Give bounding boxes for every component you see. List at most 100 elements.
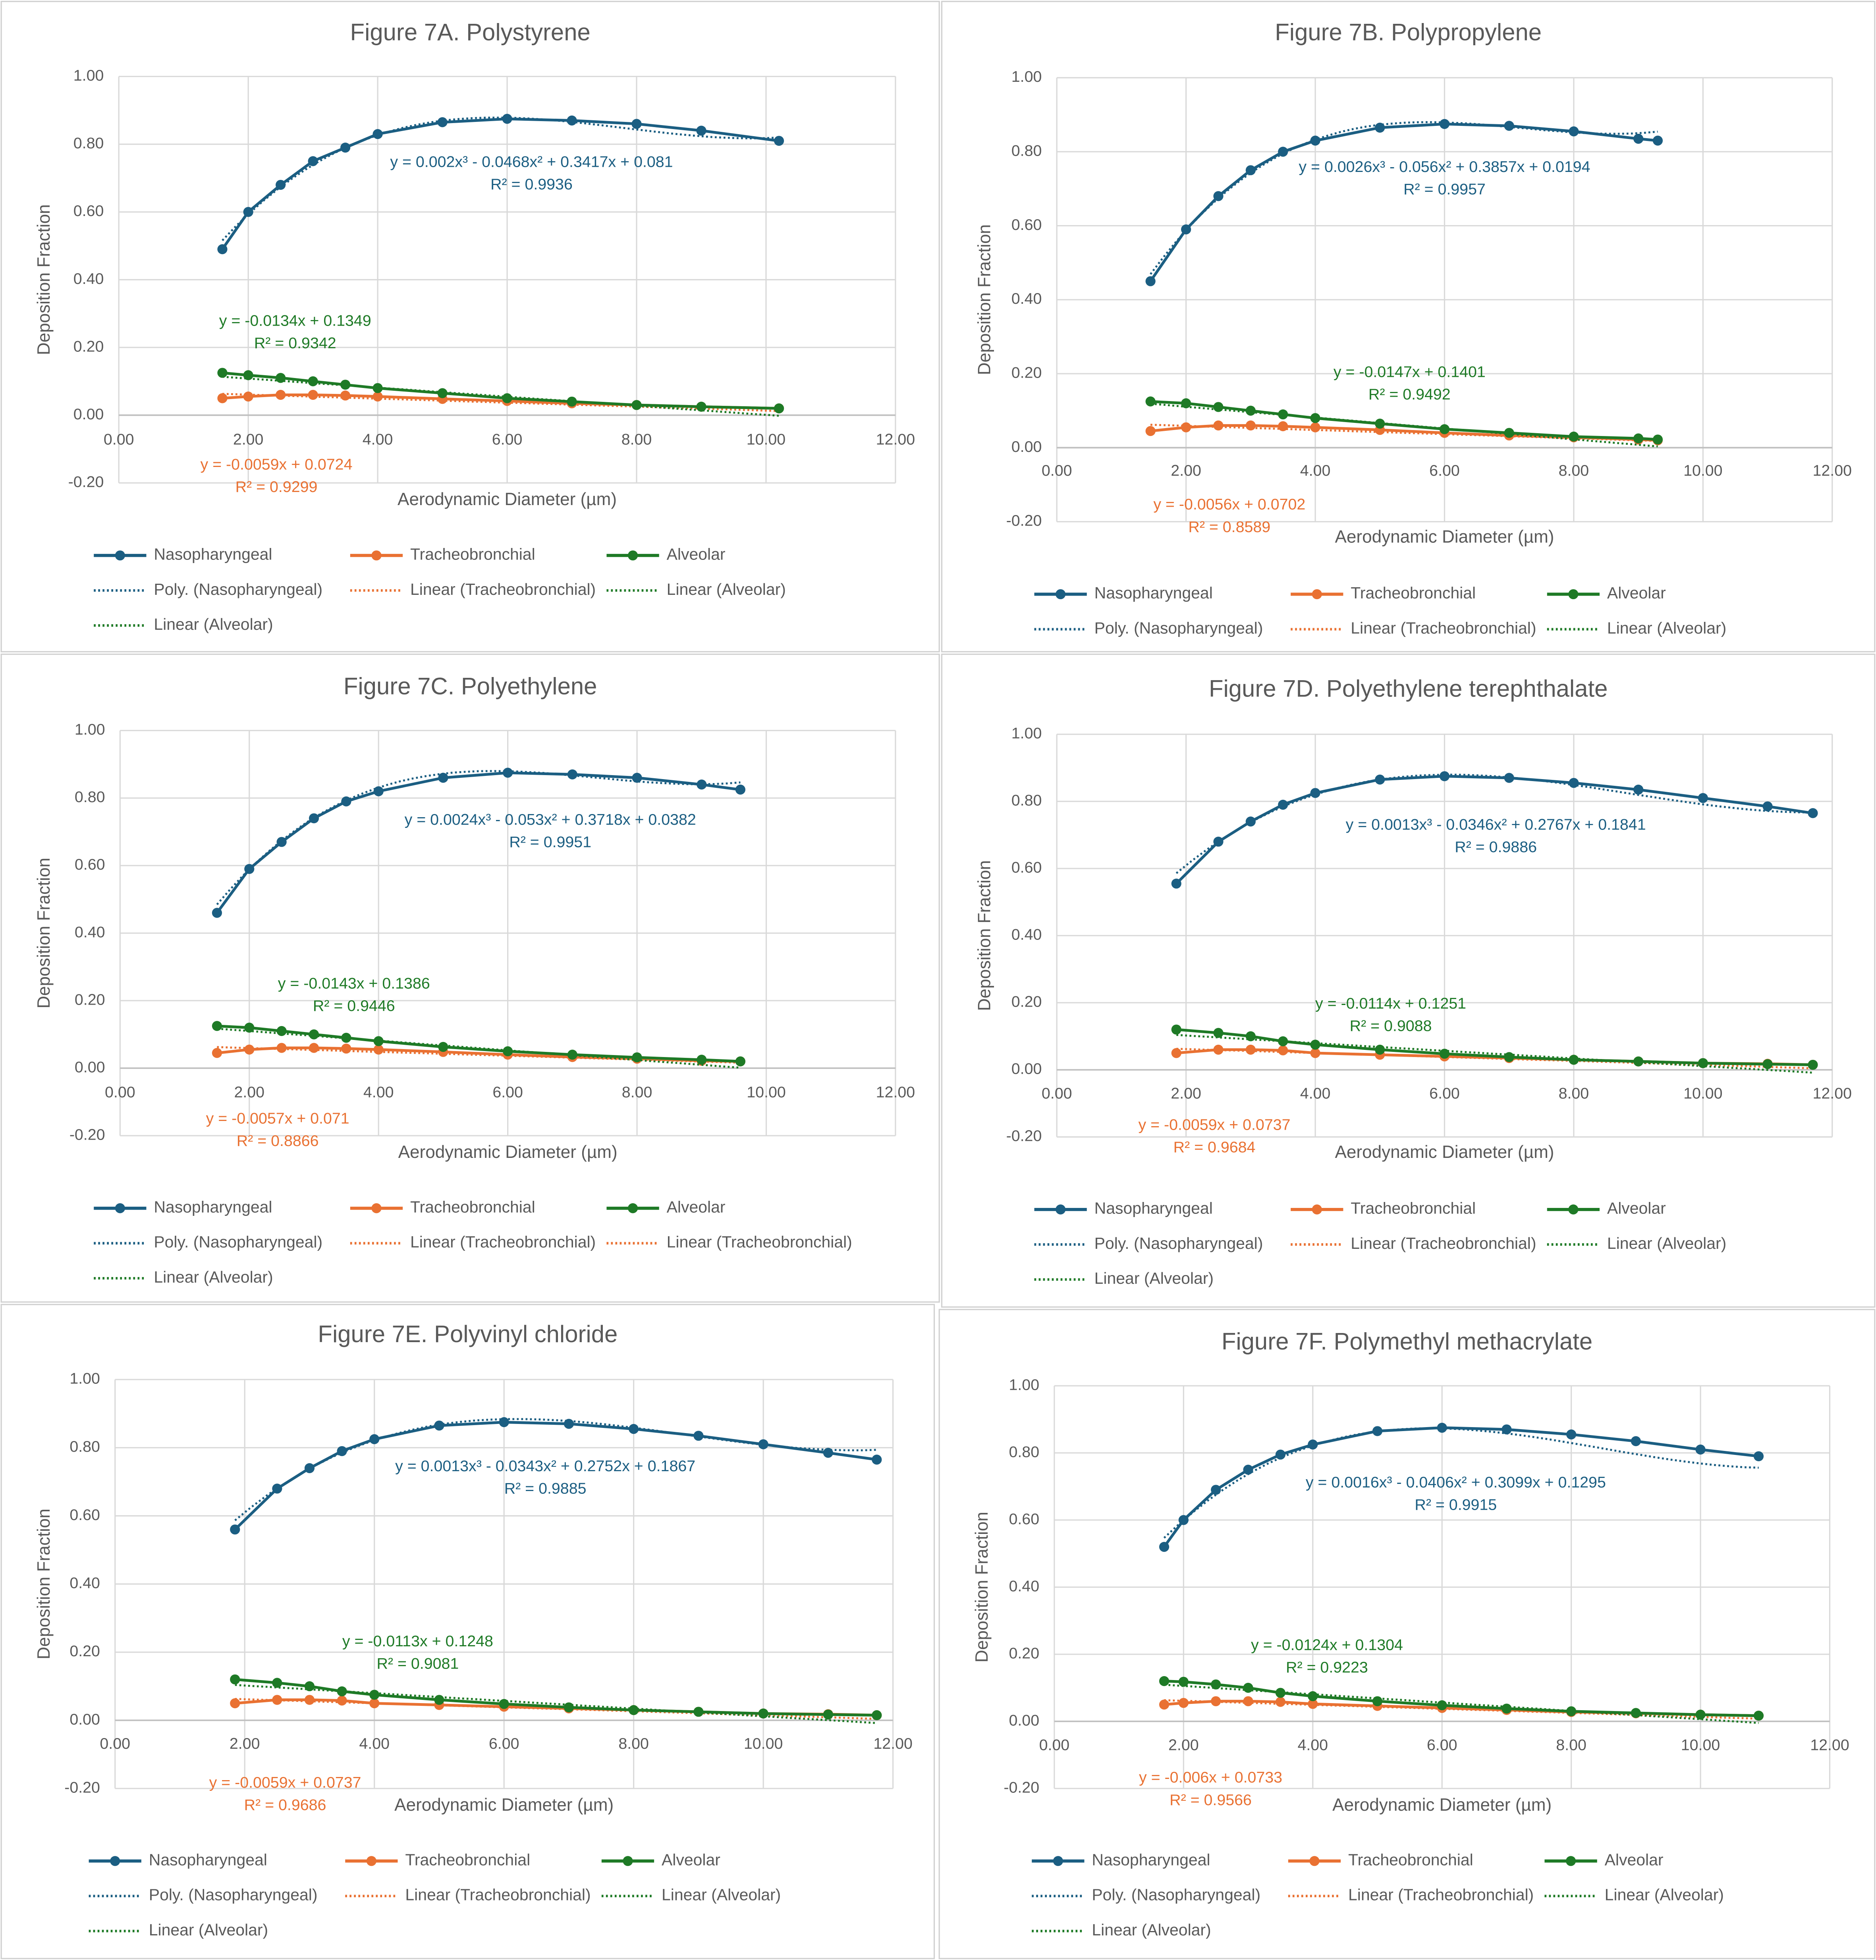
y-tick-label: 0.20	[1011, 993, 1042, 1011]
x-tick-label: 8.00	[1559, 462, 1589, 479]
legend-marker-icon	[1053, 1856, 1063, 1866]
legend-item-linear-alveolar[interactable]: Linear (Alveolar)	[1547, 619, 1727, 637]
x-tick-label: 10.00	[747, 1083, 786, 1101]
legend-item-nasopharyngeal[interactable]: Nasopharyngeal	[94, 545, 272, 563]
data-point-alveolar	[337, 1686, 347, 1697]
legend-item-linear-tracheobronchial[interactable]: Linear (Tracheobronchial)	[606, 1233, 852, 1251]
x-tick-label: 10.00	[1683, 1085, 1723, 1102]
y-tick-label: -0.20	[1004, 1779, 1039, 1796]
data-point-nasopharyngeal	[438, 773, 448, 783]
legend-item-linear-alveolar[interactable]: Linear (Alveolar)	[1034, 1269, 1214, 1287]
data-point-nasopharyngeal	[1698, 793, 1708, 803]
legend-item-linear-alveolar[interactable]: Linear (Alveolar)	[94, 615, 273, 633]
legend-item-poly-nasopharyngeal[interactable]: Poly. (Nasopharyngeal)	[1032, 1886, 1260, 1904]
y-axis-title: Deposition Fraction	[34, 858, 54, 1009]
legend-item-alveolar[interactable]: Alveolar	[601, 1851, 720, 1869]
data-point-alveolar	[693, 1707, 704, 1717]
legend-item-tracheobronchial[interactable]: Tracheobronchial	[345, 1851, 530, 1869]
legend-item-nasopharyngeal[interactable]: Nasopharyngeal	[1034, 584, 1213, 602]
legend-label: Alveolar	[1607, 1199, 1666, 1217]
x-axis-title: Aerodynamic Diameter (µm)	[398, 490, 617, 509]
data-point-tracheobronchial	[309, 1043, 319, 1053]
legend-item-nasopharyngeal[interactable]: Nasopharyngeal	[89, 1851, 267, 1869]
data-point-tracheobronchial	[304, 1695, 315, 1705]
data-point-alveolar	[564, 1702, 574, 1713]
trend-r2-alveolar: R² = 0.9342	[254, 334, 336, 352]
legend-item-linear-tracheobronchial[interactable]: Linear (Tracheobronchial)	[345, 1886, 591, 1904]
legend-item-linear-tracheobronchial[interactable]: Linear (Tracheobronchial)	[1291, 619, 1536, 637]
data-point-nasopharyngeal	[1375, 774, 1385, 785]
data-point-nasopharyngeal	[1762, 801, 1773, 812]
legend-label: Linear (Alveolar)	[149, 1921, 268, 1939]
data-point-nasopharyngeal	[1808, 808, 1818, 818]
data-point-alveolar	[372, 383, 383, 393]
legend-item-alveolar[interactable]: Alveolar	[606, 545, 726, 563]
legend-item-poly-nasopharyngeal[interactable]: Poly. (Nasopharyngeal)	[1034, 619, 1263, 637]
data-point-alveolar	[758, 1708, 768, 1719]
data-point-nasopharyngeal	[1633, 784, 1644, 795]
legend-item-tracheobronchial[interactable]: Tracheobronchial	[1288, 1851, 1473, 1869]
data-point-nasopharyngeal	[631, 119, 642, 129]
data-point-nasopharyngeal	[697, 779, 707, 790]
legend-item-poly-nasopharyngeal[interactable]: Poly. (Nasopharyngeal)	[89, 1886, 318, 1904]
legend-item-linear-tracheobronchial[interactable]: Linear (Tracheobronchial)	[1291, 1234, 1536, 1252]
x-tick-label: 0.00	[104, 430, 134, 448]
legend-item-tracheobronchial[interactable]: Tracheobronchial	[350, 545, 535, 563]
trend-equation-alveolar: y = -0.0134x + 0.1349	[219, 312, 371, 329]
legend-label: Linear (Tracheobronchial)	[410, 580, 596, 598]
legend-item-linear-alveolar[interactable]: Linear (Alveolar)	[94, 1268, 273, 1286]
data-point-tracheobronchial	[272, 1695, 282, 1705]
legend-item-linear-alveolar[interactable]: Linear (Alveolar)	[1032, 1921, 1211, 1939]
data-point-nasopharyngeal	[693, 1431, 704, 1441]
legend-label: Poly. (Nasopharyngeal)	[1094, 619, 1263, 637]
legend-item-tracheobronchial[interactable]: Tracheobronchial	[1291, 1199, 1476, 1217]
legend-item-alveolar[interactable]: Alveolar	[606, 1198, 726, 1216]
legend-marker-icon	[371, 550, 382, 561]
data-point-nasopharyngeal	[243, 207, 253, 217]
legend-item-alveolar[interactable]: Alveolar	[1544, 1851, 1664, 1869]
legend-item-linear-tracheobronchial[interactable]: Linear (Tracheobronchial)	[1288, 1886, 1534, 1904]
legend-item-linear-tracheobronchial[interactable]: Linear (Tracheobronchial)	[350, 580, 596, 598]
legend-item-alveolar[interactable]: Alveolar	[1547, 584, 1666, 602]
x-tick-label: 4.00	[363, 430, 393, 448]
legend-item-poly-nasopharyngeal[interactable]: Poly. (Nasopharyngeal)	[94, 580, 322, 598]
legend-item-poly-nasopharyngeal[interactable]: Poly. (Nasopharyngeal)	[1034, 1234, 1263, 1252]
legend-item-linear-alveolar[interactable]: Linear (Alveolar)	[606, 580, 786, 598]
data-point-alveolar	[1375, 419, 1385, 429]
legend-item-nasopharyngeal[interactable]: Nasopharyngeal	[1034, 1199, 1213, 1217]
legend-item-tracheobronchial[interactable]: Tracheobronchial	[1291, 584, 1476, 602]
legend-item-poly-nasopharyngeal[interactable]: Poly. (Nasopharyngeal)	[94, 1233, 322, 1251]
data-point-alveolar	[872, 1710, 882, 1721]
legend-item-alveolar[interactable]: Alveolar	[1547, 1199, 1666, 1217]
trend-r2-tracheobronchial: R² = 0.9299	[235, 478, 318, 496]
data-point-alveolar	[632, 1052, 642, 1063]
trend-equation-tracheobronchial: y = -0.006x + 0.0733	[1139, 1769, 1282, 1786]
legend-item-linear-alveolar[interactable]: Linear (Alveolar)	[1544, 1886, 1724, 1904]
legend-item-linear-alveolar[interactable]: Linear (Alveolar)	[601, 1886, 781, 1904]
data-point-tracheobronchial	[372, 392, 383, 402]
data-point-nasopharyngeal	[1695, 1444, 1706, 1455]
data-point-tracheobronchial	[1145, 426, 1156, 436]
legend-marker-icon	[1312, 589, 1322, 600]
chart-panel-d: Figure 7D. Polyethylene terephthalate -0.…	[941, 654, 1876, 1308]
legend-marker-icon	[1309, 1856, 1320, 1866]
data-point-nasopharyngeal	[1159, 1541, 1170, 1552]
trend-equation-nasopharyngeal: y = 0.0016x³ - 0.0406x² + 0.3099x + 0.12…	[1306, 1474, 1606, 1491]
legend-item-linear-alveolar[interactable]: Linear (Alveolar)	[89, 1921, 268, 1939]
legend-item-nasopharyngeal[interactable]: Nasopharyngeal	[1032, 1851, 1210, 1869]
data-point-nasopharyngeal	[1181, 224, 1191, 235]
data-point-tracheobronchial	[1310, 1048, 1320, 1058]
series-nasopharyngeal	[212, 768, 746, 918]
y-tick-label: 0.80	[73, 135, 104, 152]
legend-label: Alveolar	[667, 1198, 726, 1216]
legend-item-tracheobronchial[interactable]: Tracheobronchial	[350, 1198, 535, 1216]
x-tick-label: 6.00	[1429, 462, 1460, 479]
data-point-alveolar	[1213, 1028, 1224, 1038]
legend-item-linear-tracheobronchial[interactable]: Linear (Tracheobronchial)	[350, 1233, 596, 1251]
series-alveolar	[212, 1021, 746, 1069]
data-point-nasopharyngeal	[309, 813, 319, 824]
legend-marker-icon	[1568, 1204, 1579, 1215]
legend-item-nasopharyngeal[interactable]: Nasopharyngeal	[94, 1198, 272, 1216]
legend-item-linear-alveolar[interactable]: Linear (Alveolar)	[1547, 1234, 1727, 1252]
data-point-nasopharyngeal	[499, 1417, 509, 1428]
